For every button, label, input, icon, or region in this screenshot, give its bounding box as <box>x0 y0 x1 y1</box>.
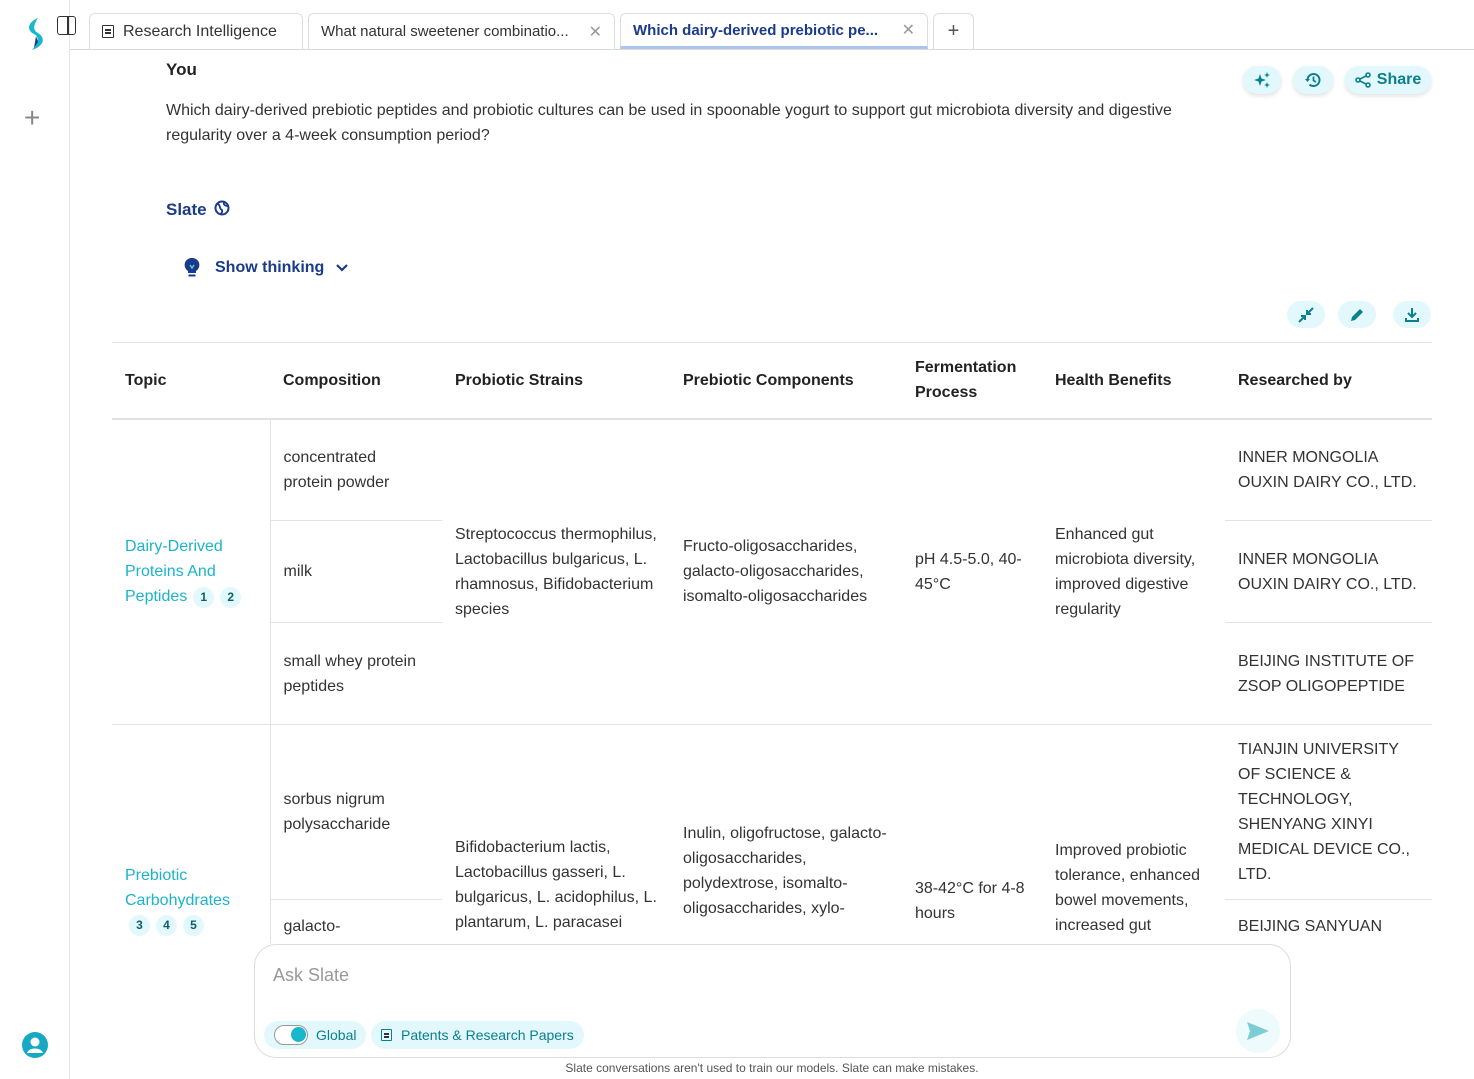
reference-badge[interactable]: 2 <box>220 586 242 608</box>
tab-dairy-prebiotic[interactable]: Which dairy-derived prebiotic pe... ✕ <box>620 13 928 49</box>
reference-badge[interactable]: 3 <box>129 915 150 937</box>
table-row: Dairy-Derived Proteins And Peptides 1 2 co… <box>112 418 1432 725</box>
lightbulb-icon <box>184 257 200 277</box>
collapse-table-button[interactable] <box>1287 301 1325 328</box>
column-header: Researched by <box>1225 342 1432 420</box>
show-thinking-label: Show thinking <box>215 259 325 276</box>
close-icon[interactable]: ✕ <box>901 22 915 39</box>
composition-cell: galacto- <box>269 899 442 943</box>
reference-badge[interactable]: 5 <box>183 915 204 937</box>
probiotic-cell: Streptococcus thermophilus, Lactobacillu… <box>442 418 670 725</box>
download-table-button[interactable] <box>1393 301 1431 328</box>
tab-research-intelligence[interactable]: Research Intelligence <box>89 13 303 49</box>
document-icon <box>381 1029 392 1041</box>
researched-by-cell: INNER MONGOLIA OUXIN DAIRY CO., LTD. <box>1225 520 1432 623</box>
table-row: Prebiotic Carbohydrates 3 4 5 sorbus nigrum… <box>112 724 1432 943</box>
column-header: Probiotic Strains <box>442 342 670 420</box>
ask-input[interactable]: Ask Slate <box>273 965 350 985</box>
column-header: Topic <box>112 342 270 420</box>
column-header: Composition <box>270 342 442 420</box>
tab-label: Research Intelligence <box>123 22 277 40</box>
share-icon <box>1354 72 1371 88</box>
topic-cell: Prebiotic Carbohydrates 3 4 5 <box>112 724 270 943</box>
benefits-cell: Improved probiotic tolerance, enhanced b… <box>1042 724 1225 943</box>
reference-badge[interactable]: 1 <box>193 586 215 608</box>
global-toggle[interactable]: Global <box>264 1021 367 1049</box>
table-row: small whey protein peptides BEIJING INST… <box>112 622 1432 725</box>
collapse-icon <box>1298 306 1314 323</box>
source-label: Patents & Research Papers <box>401 1027 574 1043</box>
document-icon <box>102 25 114 38</box>
column-header: Prebiotic Components <box>670 342 902 420</box>
pencil-icon <box>1351 308 1363 321</box>
slate-logo[interactable] <box>24 16 48 57</box>
share-label: Share <box>1376 71 1422 88</box>
new-tab-button[interactable]: + <box>933 13 974 49</box>
composition-cell: milk <box>269 520 442 623</box>
prebiotic-cell: Inulin, oligofructose, galacto-oligosacc… <box>670 724 902 943</box>
researched-by-cell: BEIJING SANYUAN <box>1225 899 1432 943</box>
composer: Ask Slate Global Patents & Research Pape… <box>254 944 1291 1058</box>
composition-cell: concentrated protein powder <box>269 418 442 521</box>
topic-cell: Dairy-Derived Proteins And Peptides 1 2 <box>112 418 270 725</box>
history-button[interactable] <box>1293 66 1333 94</box>
edit-table-button[interactable] <box>1338 301 1376 328</box>
topic-link[interactable]: Prebiotic Carbohydrates <box>125 867 230 909</box>
researched-by-cell: INNER MONGOLIA OUXIN DAIRY CO., LTD. <box>1225 418 1432 521</box>
researched-by-cell: TIANJIN UNIVERSITY OF SCIENCE & TECHNOLO… <box>1225 724 1432 900</box>
user-question: Which dairy-derived prebiotic peptides a… <box>166 102 1172 144</box>
download-icon <box>1405 307 1419 322</box>
table-row: galacto- BEIJING SANYUAN <box>112 899 1432 943</box>
results-table-container[interactable]: Topic Composition Probiotic Strains Preb… <box>112 342 1432 943</box>
send-button[interactable] <box>1236 1009 1280 1053</box>
composition-cell: small whey protein peptides <box>269 622 442 725</box>
share-button[interactable]: Share <box>1345 66 1431 94</box>
table-row: milk INNER MONGOLIA OUXIN DAIRY CO., LTD… <box>112 520 1432 623</box>
show-thinking-toggle[interactable]: Show thinking <box>182 257 349 279</box>
panel-toggle-icon[interactable] <box>57 16 76 35</box>
reference-badge[interactable]: 4 <box>156 915 177 937</box>
globe-icon <box>214 200 230 216</box>
column-header: Health Benefits <box>1042 342 1225 420</box>
results-table: Topic Composition Probiotic Strains Preb… <box>112 342 1432 943</box>
probiotic-cell: Bifidobacterium lactis, Lactobacillus ga… <box>442 724 670 943</box>
user-icon[interactable] <box>22 1032 48 1063</box>
researched-by-cell: BEIJING INSTITUTE OF ZSOP OLIGOPEPTIDE <box>1225 622 1432 725</box>
source-filter-button[interactable]: Patents & Research Papers <box>371 1021 584 1049</box>
send-icon <box>1247 1022 1269 1040</box>
table-header-row: Topic Composition Probiotic Strains Preb… <box>112 342 1432 420</box>
tab-label: What natural sweetener combinatio... <box>321 23 569 40</box>
toggle-switch[interactable] <box>274 1025 308 1045</box>
chevron-down-icon <box>336 264 349 272</box>
user-label: You <box>166 60 197 79</box>
new-chat-icon[interactable]: + <box>24 102 41 133</box>
tab-bar: Research Intelligence What natural sweet… <box>57 0 1474 50</box>
tab-label: Which dairy-derived prebiotic pe... <box>633 21 879 39</box>
prebiotic-cell: Fructo-oligosaccharides, galacto-oligosa… <box>670 418 902 725</box>
sparkle-icon <box>1254 72 1270 88</box>
close-icon[interactable]: ✕ <box>588 23 602 41</box>
fermentation-cell: 38-42°C for 4-8 hours <box>902 724 1042 943</box>
global-label: Global <box>316 1027 357 1043</box>
history-icon <box>1305 73 1321 88</box>
assistant-label: Slate <box>166 200 230 220</box>
sidebar-rail: + <box>0 0 70 1079</box>
fermentation-cell: pH 4.5-5.0, 40-45°C <box>902 418 1042 725</box>
assistant-name: Slate <box>166 200 207 219</box>
column-header: Fermentation Process <box>902 342 1042 420</box>
composition-cell: sorbus nigrum polysaccharide <box>269 724 442 900</box>
tab-sweetener[interactable]: What natural sweetener combinatio... ✕ <box>308 13 615 49</box>
disclaimer: Slate conversations aren't used to train… <box>565 1061 979 1075</box>
sparkle-button[interactable] <box>1243 66 1281 94</box>
benefits-cell: Enhanced gut microbiota diversity, impro… <box>1042 418 1225 725</box>
topic-link[interactable]: Dairy-Derived Proteins And Peptides <box>125 538 223 606</box>
